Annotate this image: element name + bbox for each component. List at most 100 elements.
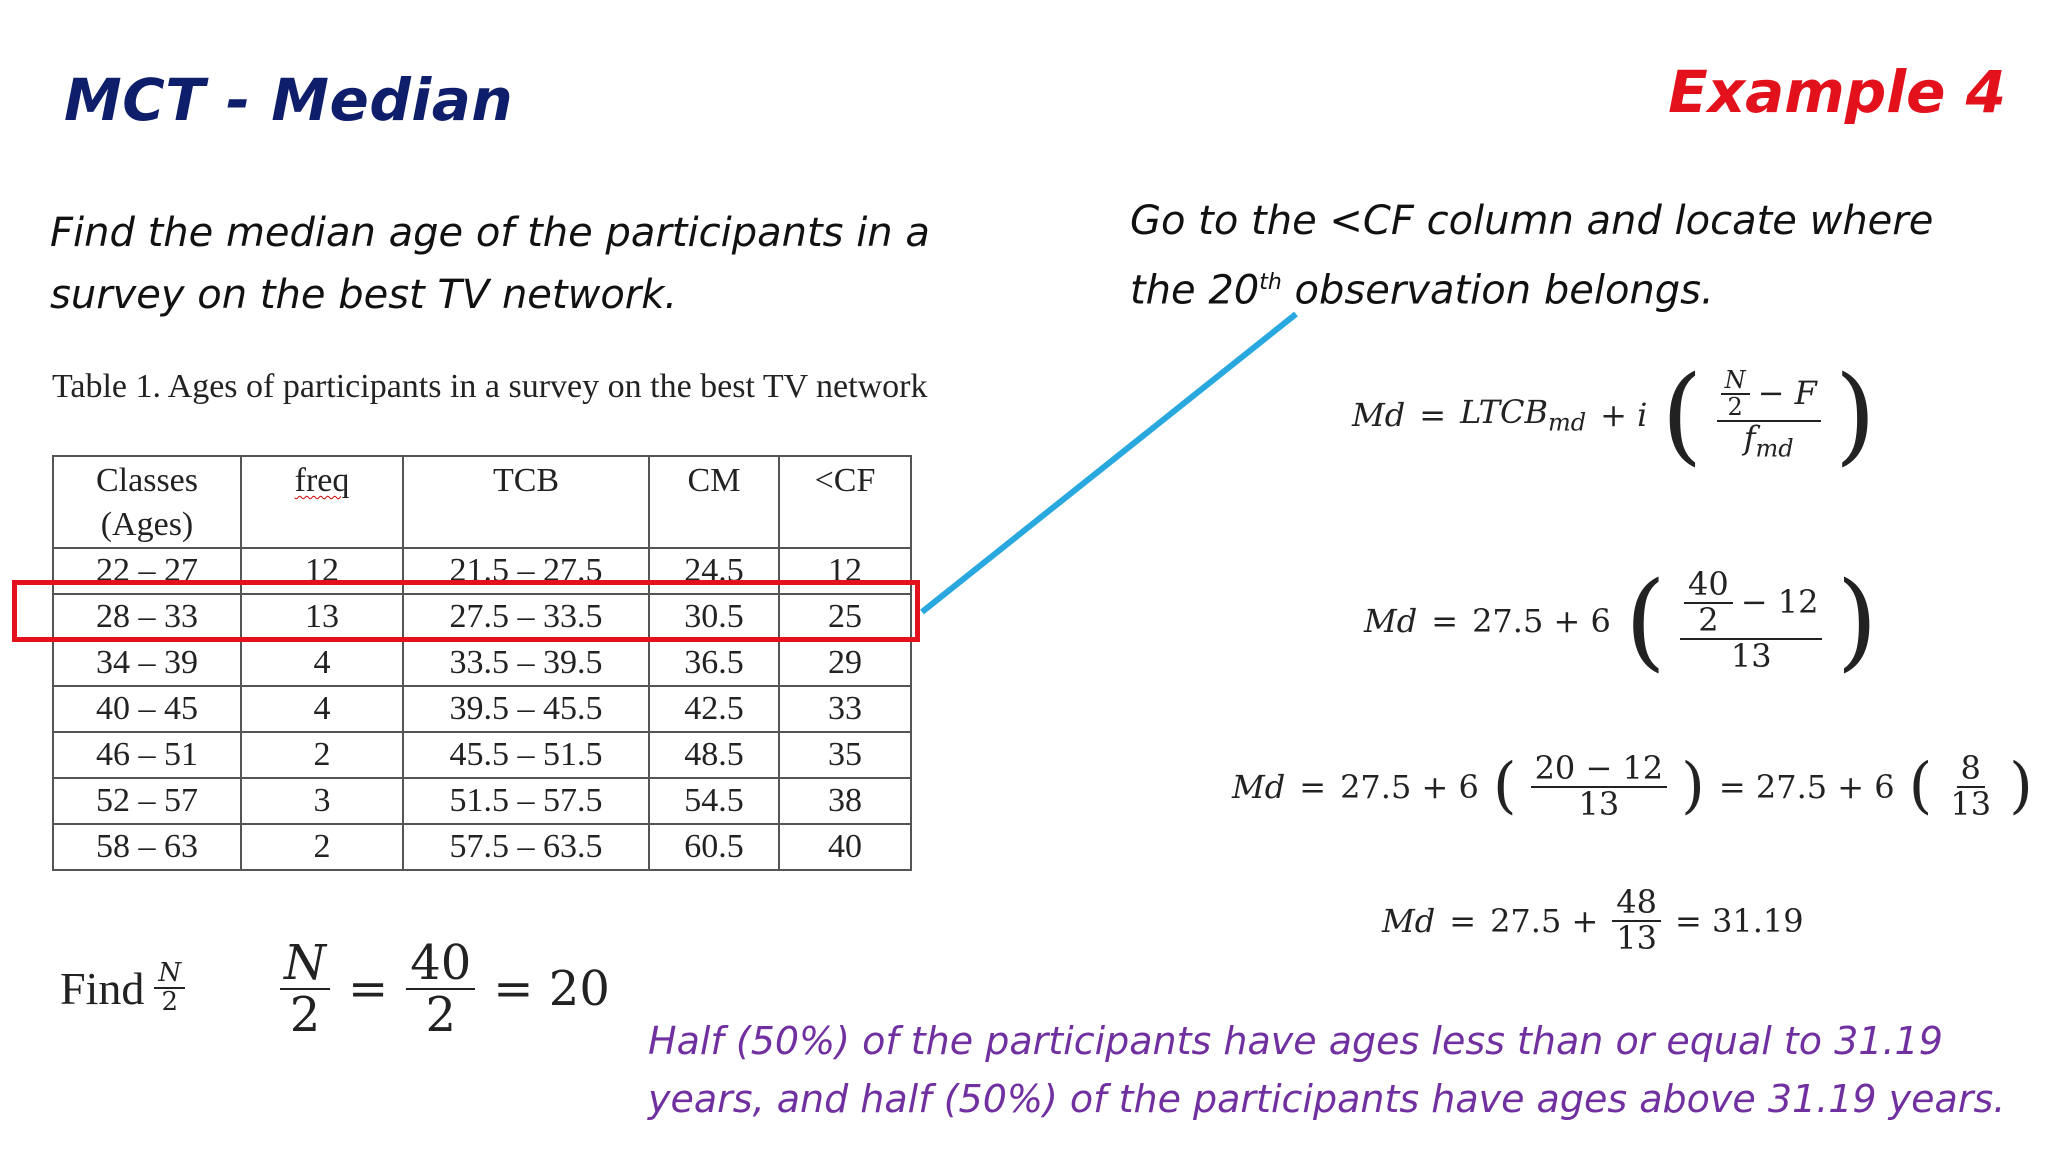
cell-cm: 42.5	[648, 685, 780, 733]
formula-ltcb-sub: md	[1548, 408, 1587, 437]
step1-formula: Md = 27.5 + 6 ( 40 2 − 12 13 )	[1364, 568, 1878, 674]
cell-freq: 2	[240, 823, 404, 871]
cell-class: 52 – 57	[52, 777, 242, 825]
formula-minus-f: − F	[1757, 374, 1817, 413]
step1-two: 2	[1698, 601, 1719, 639]
step1-minus: − 12	[1740, 583, 1819, 622]
step2-base: 27.5 + 6	[1340, 767, 1479, 806]
step1-den: 13	[1730, 636, 1772, 675]
connector-stroke	[920, 311, 1298, 615]
task-text: Find the median age of the participants …	[50, 210, 930, 318]
formula-f: f	[1743, 419, 1756, 458]
cell-cm: 60.5	[648, 823, 780, 871]
formula-ltcb: LTCBmd	[1460, 393, 1586, 436]
step2-den2: 13	[1950, 784, 1992, 823]
formula-rparen: )	[1834, 353, 1876, 476]
step2-rparen: )	[1681, 751, 1705, 822]
cell-cm: 48.5	[648, 731, 780, 779]
conclusion-text: Half (50%) of the participants have ages…	[648, 1019, 2006, 1121]
step2-lparen2: (	[1908, 751, 1933, 822]
step2-den: 13	[1578, 784, 1620, 823]
cell-freq: 2	[240, 731, 404, 779]
cell-cf: 40	[778, 823, 912, 871]
formula-lparen: (	[1661, 353, 1703, 476]
header-freq: freq	[240, 455, 404, 549]
step2-num: 20 − 12	[1530, 751, 1668, 788]
header-classes: Classes (Ages)	[52, 455, 242, 549]
step1-lparen: (	[1624, 559, 1667, 682]
cell-cf: 25	[778, 593, 912, 641]
header-freq-label: freq	[294, 462, 350, 499]
hint-text: Go to the <CF column and locate where th…	[1130, 190, 2010, 321]
find-den2: 2	[425, 987, 457, 1044]
cell-cf: 12	[778, 547, 912, 595]
step2-fraction2: 8 13	[1946, 751, 1995, 823]
formula-plus-i: + i	[1600, 395, 1648, 434]
cell-tcb: 39.5 – 45.5	[402, 685, 650, 733]
cell-cm: 36.5	[648, 639, 780, 687]
find-two: 2	[161, 987, 179, 1018]
cell-class: 46 – 51	[52, 731, 242, 779]
find-num1: N	[284, 935, 326, 991]
cell-class: 40 – 45	[52, 685, 242, 733]
cell-cm: 30.5	[648, 593, 780, 641]
step3-formula: Md = 27.5 + 48 13 = 31.19	[1382, 885, 1804, 957]
find-num2: 40	[406, 938, 476, 991]
table-row: 58 – 63 2 57.5 – 63.5 60.5 40	[52, 823, 912, 871]
formula-md: Md	[1352, 395, 1406, 434]
table-body: 22 – 27 12 21.5 – 27.5 24.5 12 28 – 33 13 27.5 …	[52, 547, 912, 871]
step1-eq: =	[1431, 601, 1459, 640]
table-header-row: Classes (Ages) freq TCB CM <CF	[52, 455, 912, 549]
formula-ltcb-text: LTCB	[1460, 393, 1549, 432]
formula-f-sub: md	[1755, 434, 1794, 463]
cell-cf: 35	[778, 731, 912, 779]
cell-tcb: 21.5 – 27.5	[402, 547, 650, 595]
cell-class: 28 – 33	[52, 593, 242, 641]
header-tcb: TCB	[402, 455, 650, 549]
slide-title: MCT - Median	[64, 66, 514, 134]
step2-mid: = 27.5 + 6	[1718, 767, 1895, 806]
step2-fraction: 20 − 12 13	[1530, 751, 1668, 823]
median-class-highlight	[12, 580, 920, 642]
cell-cf: 38	[778, 777, 912, 825]
cell-cm: 24.5	[648, 547, 780, 595]
step1-rparen: )	[1836, 559, 1878, 682]
step3-den: 13	[1616, 918, 1658, 957]
example-label: Example 4	[1668, 58, 2006, 126]
find-den1: 2	[289, 987, 321, 1044]
step2-eq: =	[1299, 767, 1327, 806]
find-n: N	[158, 958, 182, 988]
cell-tcb: 27.5 – 33.5	[402, 593, 650, 641]
cell-class: 34 – 39	[52, 639, 242, 687]
cell-cf: 33	[778, 685, 912, 733]
cell-tcb: 51.5 – 57.5	[402, 777, 650, 825]
step1-base: 27.5 + 6	[1472, 601, 1611, 640]
cell-tcb: 45.5 – 51.5	[402, 731, 650, 779]
step1-40-over-2: 40 2	[1684, 568, 1733, 637]
cell-freq: 12	[240, 547, 404, 595]
step1-n: 40	[1684, 568, 1733, 604]
step3-num: 48	[1612, 885, 1662, 922]
find-result: = 20	[493, 961, 610, 1018]
formula-two: 2	[1727, 393, 1743, 421]
step3-md: Md	[1382, 901, 1436, 940]
table-caption: Table 1. Ages of participants in a surve…	[52, 368, 928, 405]
step1-numerator: 40 2 − 12	[1680, 568, 1823, 640]
step1-md: Md	[1364, 601, 1418, 640]
table-row: 40 – 45 4 39.5 – 45.5 42.5 33	[52, 685, 912, 733]
header-cm: CM	[648, 455, 780, 549]
formula-n: N	[1724, 365, 1746, 394]
hint-after: observation belongs.	[1281, 267, 1714, 314]
header-classes-line1: Classes	[96, 462, 198, 499]
cell-freq: 3	[240, 777, 404, 825]
formula-denominator: fmd	[1740, 419, 1798, 463]
cell-freq: 4	[240, 639, 404, 687]
find-eq-sign: =	[348, 961, 389, 1018]
header-classes-line2: (Ages)	[100, 506, 194, 543]
step2-lparen: (	[1492, 751, 1517, 822]
step2-num2: 8	[1956, 751, 1985, 788]
